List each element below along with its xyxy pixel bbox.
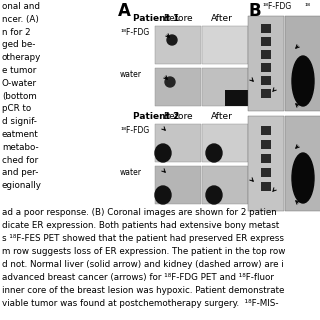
Bar [261, 126, 271, 135]
Bar [261, 168, 271, 177]
Text: Patient 2: Patient 2 [133, 112, 180, 121]
Ellipse shape [292, 56, 314, 106]
Text: m row suggests loss of ER expression. The patient in the top row: m row suggests loss of ER expression. Th… [2, 247, 285, 256]
Text: ad a poor response. (B) Coronal images are shown for 2 patien: ad a poor response. (B) Coronal images a… [2, 208, 277, 217]
Circle shape [165, 77, 175, 87]
Text: Before: Before [163, 14, 193, 23]
Text: n for 2: n for 2 [2, 28, 31, 36]
Text: viable tumor was found at postchemotherapy surgery.  ¹⁸F-MIS-: viable tumor was found at postchemothera… [2, 299, 278, 308]
Bar [155, 68, 201, 106]
Text: pCR to: pCR to [2, 104, 31, 113]
Text: B: B [248, 2, 260, 20]
Ellipse shape [155, 144, 171, 162]
Bar [248, 16, 284, 111]
Bar [155, 124, 201, 162]
Text: ¹⁸F-FDG: ¹⁸F-FDG [120, 28, 149, 37]
Text: and per-: and per- [2, 168, 38, 177]
Bar [261, 63, 271, 72]
Bar [261, 140, 271, 149]
Bar [248, 116, 284, 211]
Text: e tumor: e tumor [2, 66, 36, 75]
Text: O-water: O-water [2, 79, 37, 88]
Text: inner core of the breast lesion was hypoxic. Patient demonstrate: inner core of the breast lesion was hypo… [2, 286, 284, 295]
Text: ¹⁸F-FDG: ¹⁸F-FDG [262, 2, 291, 11]
Text: ncer. (A): ncer. (A) [2, 15, 39, 24]
Text: s ¹⁸F-FES PET showed that the patient had preserved ER express: s ¹⁸F-FES PET showed that the patient ha… [2, 234, 284, 243]
Text: ched for: ched for [2, 156, 38, 164]
Text: d not. Normal liver (solid arrow) and kidney (dashed arrow) are i: d not. Normal liver (solid arrow) and ki… [2, 260, 284, 269]
Text: water: water [120, 168, 142, 177]
Ellipse shape [155, 186, 171, 204]
Bar [261, 76, 271, 85]
Text: ¹⁸F-FDG: ¹⁸F-FDG [120, 126, 149, 135]
Bar [261, 50, 271, 59]
Text: Patient 1: Patient 1 [133, 14, 180, 23]
Text: dicate ER expression. Both patients had extensive bony metast: dicate ER expression. Both patients had … [2, 221, 279, 230]
Text: Before: Before [163, 112, 193, 121]
Bar [261, 182, 271, 191]
Text: egionally: egionally [2, 181, 42, 190]
Text: water: water [120, 70, 142, 79]
Text: After: After [211, 112, 233, 121]
Bar [285, 116, 320, 211]
Bar [225, 90, 248, 106]
Text: (bottom: (bottom [2, 92, 37, 100]
Bar [202, 166, 248, 204]
Text: After: After [211, 14, 233, 23]
Text: otherapy: otherapy [2, 53, 41, 62]
Bar [155, 26, 201, 64]
Bar [261, 37, 271, 46]
Text: A: A [118, 2, 131, 20]
Ellipse shape [206, 186, 222, 204]
Text: ¹⁸: ¹⁸ [304, 2, 310, 11]
Bar [202, 26, 248, 64]
Bar [202, 124, 248, 162]
Text: metabo-: metabo- [2, 143, 39, 152]
Text: advanced breast cancer (arrows) for ¹⁸F-FDG PET and ¹⁸F-fluor: advanced breast cancer (arrows) for ¹⁸F-… [2, 273, 274, 282]
Bar [261, 154, 271, 163]
Bar [261, 24, 271, 33]
Bar [155, 166, 201, 204]
Text: onal and: onal and [2, 2, 40, 11]
Ellipse shape [292, 153, 314, 203]
Bar [261, 89, 271, 98]
Circle shape [167, 35, 177, 45]
Bar [202, 68, 248, 106]
Ellipse shape [206, 144, 222, 162]
Bar [285, 16, 320, 111]
Text: eatment: eatment [2, 130, 39, 139]
Text: ged be-: ged be- [2, 40, 36, 49]
Text: d signif-: d signif- [2, 117, 37, 126]
